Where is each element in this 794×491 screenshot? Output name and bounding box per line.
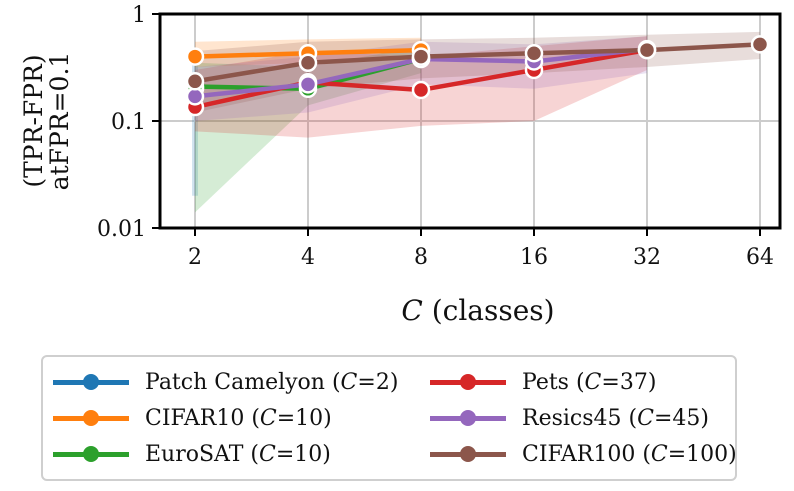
x-tick-label: 8 — [414, 245, 428, 270]
legend-swatch — [53, 372, 129, 392]
point-cifar100 — [637, 40, 657, 60]
chart: 2 4 8 16 32 64 0.01 0.1 1 C (classes) (TPR-FPR)… — [19, 3, 782, 327]
legend-item-pets: Pets (C=37) — [430, 367, 656, 397]
legend-swatch — [430, 372, 506, 392]
point-cifar100 — [298, 53, 318, 73]
x-tick-label: 16 — [520, 245, 548, 270]
legend-label: EuroSAT (C=10) — [145, 441, 331, 467]
y-axis-label: (TPR-FPR) atFPR=0.1 — [19, 52, 74, 191]
legend-item-resics45: Resics45 (C=45) — [430, 403, 709, 433]
point-resics45 — [298, 75, 318, 94]
x-tick-label: 2 — [188, 245, 202, 270]
legend-label: Resics45 (C=45) — [522, 405, 709, 431]
line-cifar100 — [194, 42, 761, 84]
point-resics45 — [185, 87, 205, 106]
legend-label: CIFAR10 (C=10) — [145, 405, 332, 431]
x-tick-label: 32 — [633, 245, 661, 270]
y-axis-label-line2: atFPR=0.1 — [45, 52, 74, 191]
series-points — [185, 35, 770, 117]
y-tick-label: 0.01 — [97, 217, 146, 242]
legend-item-patch-camelyon: Patch Camelyon (C=2) — [53, 367, 398, 397]
y-tick-label: 0.1 — [111, 110, 146, 135]
point-cifar100 — [750, 35, 770, 54]
point-cifar100 — [524, 43, 544, 63]
legend-item-cifar10: CIFAR10 (C=10) — [53, 403, 332, 433]
point-pets — [411, 80, 431, 100]
legend-item-eurosat: EuroSAT (C=10) — [53, 439, 331, 469]
legend-swatch — [430, 408, 506, 428]
legend-swatch — [53, 444, 129, 464]
point-cifar100 — [185, 72, 205, 91]
legend-item-cifar100: CIFAR100 (C=100) — [430, 439, 737, 469]
y-tick-label: 1 — [132, 3, 146, 28]
x-tick-label: 64 — [746, 245, 774, 270]
legend-label: Pets (C=37) — [522, 369, 657, 395]
legend-swatch — [53, 408, 129, 428]
legend-label: Patch Camelyon (C=2) — [145, 369, 399, 395]
point-cifar100 — [411, 47, 431, 66]
x-axis-label: C (classes) — [401, 294, 554, 327]
legend-label: CIFAR100 (C=100) — [522, 441, 737, 467]
x-tick-label: 4 — [301, 245, 315, 270]
y-tick-labels: 0.01 0.1 1 — [97, 3, 160, 242]
point-cifar10 — [185, 47, 205, 66]
x-tick-labels: 2 4 8 16 32 64 — [188, 228, 774, 270]
y-axis-label-line1: (TPR-FPR) — [19, 54, 48, 187]
legend-swatch — [430, 444, 506, 464]
legend: Patch Camelyon (C=2) CIFAR10 (C=10) Euro… — [41, 355, 737, 481]
